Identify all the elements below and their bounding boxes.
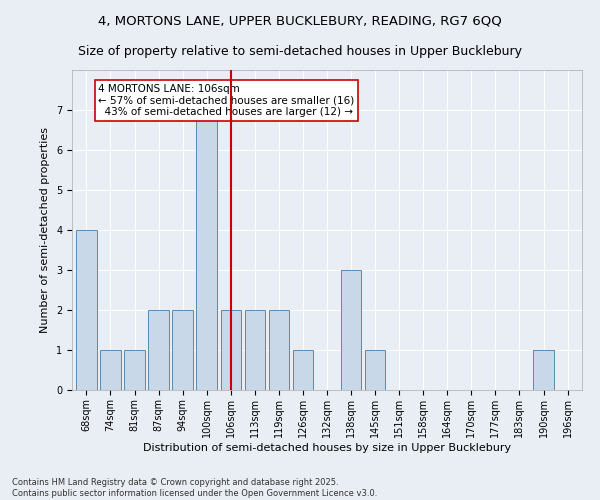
X-axis label: Distribution of semi-detached houses by size in Upper Bucklebury: Distribution of semi-detached houses by … <box>143 442 511 452</box>
Bar <box>100 350 121 390</box>
Bar <box>172 310 193 390</box>
Bar <box>269 310 289 390</box>
Bar <box>341 270 361 390</box>
Text: Size of property relative to semi-detached houses in Upper Bucklebury: Size of property relative to semi-detach… <box>78 45 522 58</box>
Bar <box>124 350 145 390</box>
Bar <box>76 230 97 390</box>
Bar <box>533 350 554 390</box>
Text: 4, MORTONS LANE, UPPER BUCKLEBURY, READING, RG7 6QQ: 4, MORTONS LANE, UPPER BUCKLEBURY, READI… <box>98 15 502 28</box>
Bar <box>365 350 385 390</box>
Text: 4 MORTONS LANE: 106sqm
← 57% of semi-detached houses are smaller (16)
  43% of s: 4 MORTONS LANE: 106sqm ← 57% of semi-det… <box>98 84 355 117</box>
Text: Contains HM Land Registry data © Crown copyright and database right 2025.
Contai: Contains HM Land Registry data © Crown c… <box>12 478 377 498</box>
Y-axis label: Number of semi-detached properties: Number of semi-detached properties <box>40 127 50 333</box>
Bar <box>245 310 265 390</box>
Bar <box>196 110 217 390</box>
Bar <box>293 350 313 390</box>
Bar <box>148 310 169 390</box>
Bar <box>221 310 241 390</box>
